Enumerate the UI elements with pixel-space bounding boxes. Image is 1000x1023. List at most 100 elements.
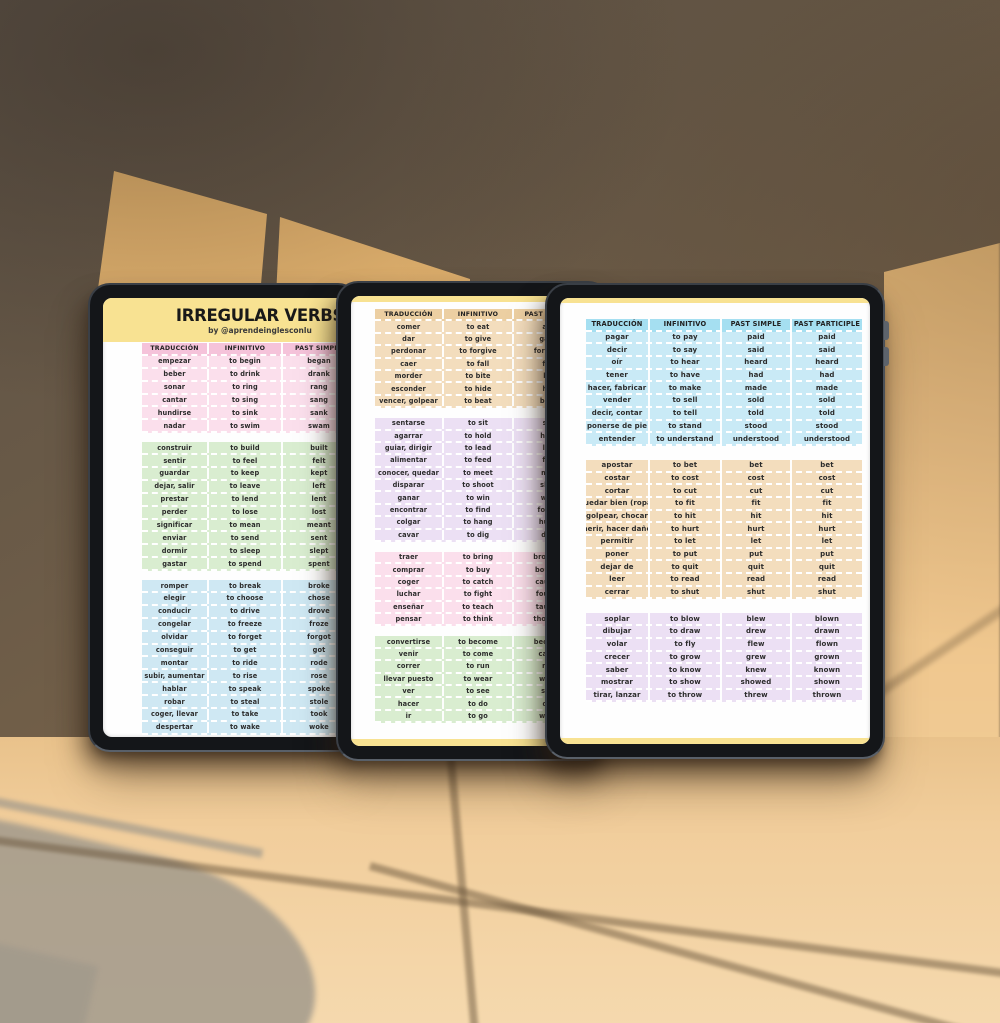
verb-cell: fit xyxy=(722,497,792,509)
column-header: TRADUCCIÓN xyxy=(375,309,444,320)
verb-cell: saber xyxy=(586,664,650,675)
yellow-band-bottom xyxy=(351,739,595,746)
verb-row: significar to mean meant xyxy=(142,519,345,533)
verb-cell: hurt xyxy=(818,524,836,533)
verb-cell: to fight xyxy=(444,589,514,600)
verb-cell: to sit xyxy=(444,418,514,429)
verb-row: volar to fly flew flown xyxy=(586,638,862,652)
verb-cell: began xyxy=(307,357,331,366)
verb-cell: llevar puesto xyxy=(375,673,444,684)
verb-cell: to see xyxy=(444,685,514,697)
verb-cell: hacer, fabricar xyxy=(586,382,650,394)
verb-cell: convertirse xyxy=(375,636,444,647)
verb-cell: said xyxy=(818,345,836,354)
verb-cell: sent xyxy=(310,533,328,542)
verb-row: robar to steal stole xyxy=(142,696,345,710)
verb-cell: rose xyxy=(310,671,328,680)
verb-cell: to take xyxy=(209,709,283,720)
verb-cell: told xyxy=(722,407,792,419)
column-header: TRADUCCIÓN xyxy=(586,319,650,330)
verb-row: hablar to speak spoke xyxy=(142,683,345,697)
verb-cell: to hear xyxy=(650,357,722,368)
yellow-band-bottom xyxy=(560,738,870,744)
verb-cell: to know xyxy=(650,664,722,675)
verb-cell: to sing xyxy=(209,394,283,406)
verb-cell: to quit xyxy=(650,561,722,573)
verb-cell: venir xyxy=(375,648,444,660)
verb-cell: perder xyxy=(142,506,209,518)
verb-row: sonar to ring rang xyxy=(142,381,345,395)
verb-cell: robar xyxy=(142,696,209,708)
verb-row: romper to break broke xyxy=(142,580,345,594)
verb-row: despertar to wake woke xyxy=(142,721,345,735)
verb-cell: to lead xyxy=(444,442,514,454)
verb-cell: to say xyxy=(650,344,722,356)
tablet-left-screen: IRREGULAR VERBS by @aprendeinglesconlu T… xyxy=(103,298,345,737)
verb-cell: sank xyxy=(310,408,328,417)
verb-row: permitir to let let let xyxy=(586,536,862,549)
verb-row: conducir to drive drove xyxy=(142,605,345,619)
verb-cell: understood xyxy=(803,434,851,443)
verb-cell: meant xyxy=(306,521,332,530)
verb-cell: built xyxy=(310,443,328,452)
verb-row: enviar to send sent xyxy=(142,532,345,546)
verb-row: golpear, chocar to hit hit hit xyxy=(586,510,862,524)
verb-cell: lent xyxy=(311,495,327,504)
verb-cell: luchar xyxy=(375,589,444,600)
verb-cell: correr xyxy=(375,661,444,672)
verb-row: poner to put put put xyxy=(586,548,862,562)
verb-cell: drove xyxy=(308,607,330,616)
verb-cell: apostar xyxy=(586,459,650,471)
verb-row: congelar to freeze froze xyxy=(142,618,345,632)
verb-cell: drank xyxy=(307,370,330,379)
verb-cell: to spend xyxy=(209,558,283,570)
verb-cell: sonar xyxy=(142,381,209,393)
verb-cell: conseguir xyxy=(142,644,209,656)
verb-row: hacer, fabricar to make made made xyxy=(586,382,862,396)
column-header: PAST SIMPLE xyxy=(295,344,343,352)
verb-cell: ganar xyxy=(375,492,444,503)
verb-row: herir, hacer daño to hurt hurt hurt xyxy=(586,523,862,536)
column-header: PAST PARTICIPLE xyxy=(793,320,861,329)
verb-cell: made xyxy=(722,382,792,394)
verb-cell: to catch xyxy=(444,576,514,588)
verb-cell: put xyxy=(722,548,792,560)
verb-cell: put xyxy=(820,550,834,559)
verb-row: decir, contar to tell told told xyxy=(586,407,862,421)
verb-cell: to tell xyxy=(650,407,722,419)
verb-cell: romper xyxy=(142,580,209,592)
verb-row: sentir to feel felt xyxy=(142,455,345,469)
verb-cell: enseñar xyxy=(375,601,444,612)
verb-cell: to get xyxy=(209,644,283,656)
verb-cell: to choose xyxy=(209,593,283,604)
verb-row: oír to hear heard heard xyxy=(586,357,862,370)
verb-cell: to think xyxy=(444,613,514,625)
verb-cell: to win xyxy=(444,492,514,503)
verb-cell: spent xyxy=(308,559,330,568)
verb-cell: cortar xyxy=(586,485,650,496)
verb-cell: to dig xyxy=(444,529,514,541)
verb-cell: read xyxy=(817,575,837,584)
verb-cell: let xyxy=(722,536,792,547)
verb-cell: perdonar xyxy=(375,346,444,357)
verb-cell: paid xyxy=(722,331,792,343)
verb-cell: rode xyxy=(310,658,328,667)
verb-cell: to stand xyxy=(650,420,722,432)
verb-cell: blown xyxy=(814,614,840,623)
verb-cell: dejar, salir xyxy=(142,480,209,492)
verb-cell: stood xyxy=(722,420,792,432)
verb-cell: fit xyxy=(822,499,832,508)
verb-cell: herir, hacer daño xyxy=(586,523,650,534)
verb-cell: said xyxy=(722,344,792,356)
verb-cell: read xyxy=(722,574,792,585)
verb-cell: to mean xyxy=(209,519,283,531)
verb-cell: to put xyxy=(650,548,722,560)
verb-cell: to meet xyxy=(444,467,514,479)
verb-cell: to leave xyxy=(209,480,283,492)
verb-table-blue2: TRADUCCIÓN INFINITIVO PAST SIMPLE PAST PART… xyxy=(586,319,862,446)
verb-row: montar to ride rode xyxy=(142,657,345,671)
